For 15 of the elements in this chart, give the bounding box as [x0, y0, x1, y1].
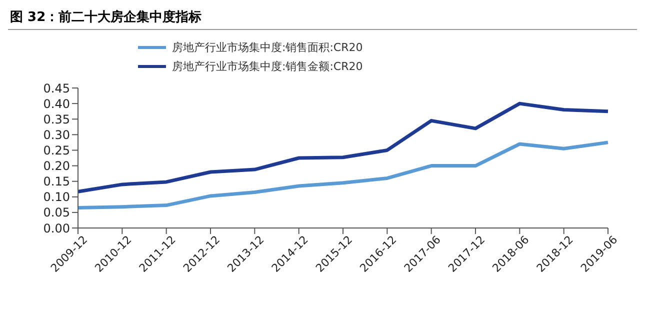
y-tick-label: 0.25	[43, 143, 70, 158]
y-tick-label: 0.35	[43, 112, 70, 126]
line-series	[76, 102, 610, 194]
chart-title: 图 32：前二十大房企集中度指标	[8, 8, 637, 30]
legend-label: 房地产行业市场集中度:销售面积:CR20	[171, 40, 364, 55]
y-tick-label: 0.10	[43, 190, 70, 204]
y-tick-label: 0.30	[43, 128, 70, 142]
y-tick-label: 0.45	[43, 81, 70, 96]
y-tick-label: 0.20	[43, 159, 70, 174]
line-series	[76, 140, 610, 210]
y-tick-label: 0.00	[43, 221, 70, 236]
y-tick-label: 0.15	[43, 174, 70, 189]
y-tick-label: 0.05	[43, 206, 70, 220]
y-tick-label: 0.40	[43, 96, 70, 111]
legend-label: 房地产行业市场集中度:销售金额:CR20	[171, 59, 364, 74]
